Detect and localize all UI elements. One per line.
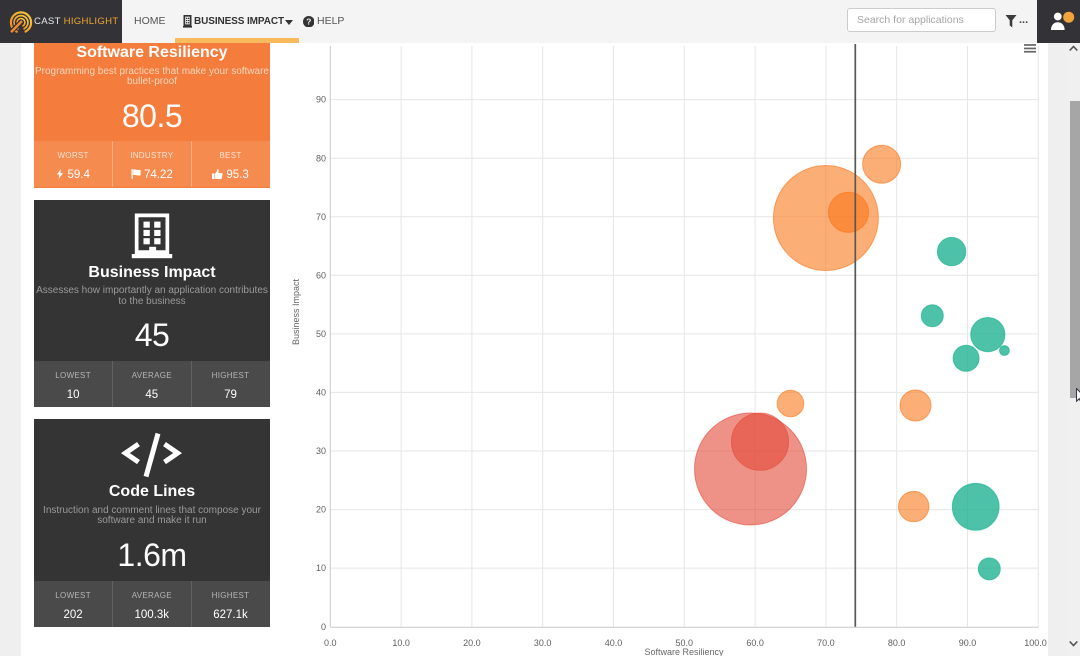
svg-text:20: 20: [316, 505, 326, 515]
svg-text:70: 70: [316, 212, 326, 222]
svg-text:60: 60: [316, 270, 326, 280]
svg-text:Software Resiliency: Software Resiliency: [644, 647, 724, 656]
svg-text:20.0: 20.0: [463, 638, 481, 648]
svg-text:60.0: 60.0: [746, 638, 764, 648]
svg-text:70.0: 70.0: [817, 638, 835, 648]
svg-text:80.0: 80.0: [888, 638, 906, 648]
svg-text:10: 10: [316, 563, 326, 573]
svg-text:50: 50: [316, 329, 326, 339]
svg-text:10.0: 10.0: [392, 638, 410, 648]
svg-text:90.0: 90.0: [959, 638, 977, 648]
svg-text:0.0: 0.0: [324, 638, 337, 648]
svg-text:30: 30: [316, 446, 326, 456]
svg-text:50.0: 50.0: [676, 638, 694, 648]
svg-text:30.0: 30.0: [534, 638, 552, 648]
svg-text:40: 40: [316, 388, 326, 398]
svg-text:Business Impact: Business Impact: [291, 278, 301, 345]
svg-text:80: 80: [316, 153, 326, 163]
svg-text:?: ?: [306, 16, 311, 26]
svg-text:40.0: 40.0: [605, 638, 623, 648]
svg-text:0: 0: [321, 622, 326, 632]
svg-text:90: 90: [316, 95, 326, 105]
svg-text:100.0: 100.0: [1024, 638, 1047, 648]
